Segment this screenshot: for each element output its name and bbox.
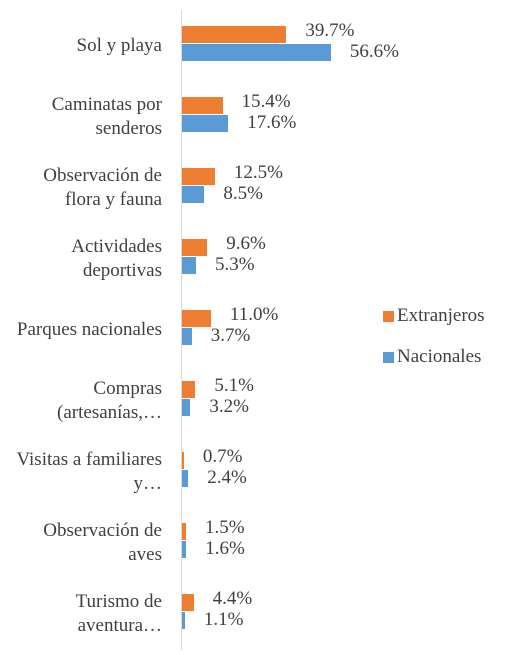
- value-label: 1.6%: [205, 538, 245, 560]
- legend-item: Extranjeros: [383, 306, 485, 326]
- bar: [182, 541, 187, 559]
- category-label: Caminatas por senderos: [51, 93, 162, 139]
- bar: [182, 238, 208, 256]
- bar: [182, 452, 184, 470]
- bar: [182, 612, 185, 630]
- bar: [182, 25, 287, 43]
- value-label: 0.7%: [202, 446, 243, 468]
- bar: [182, 96, 223, 114]
- bar: [182, 256, 196, 274]
- bar: [182, 310, 211, 327]
- bar: [182, 594, 194, 612]
- axis-line: [181, 10, 182, 650]
- category-label: Observación de aves: [43, 520, 162, 566]
- value-label: 8.5%: [223, 182, 263, 204]
- category-label: Compras (artesanías,…: [57, 378, 162, 424]
- category-label: Parques nacionales: [16, 318, 162, 340]
- category-label: Actividades deportivas: [71, 235, 162, 281]
- bar: [182, 399, 191, 417]
- value-label: 1.5%: [204, 517, 245, 539]
- value-label: 5.3%: [214, 253, 255, 275]
- value-label: 5.1%: [214, 375, 254, 397]
- category-label: Observación de flora y fauna: [43, 164, 162, 210]
- value-label: 1.1%: [203, 609, 244, 631]
- legend-swatch: [383, 351, 394, 363]
- value-label: 15.4%: [241, 90, 291, 112]
- legend-label: Extranjeros: [397, 305, 485, 326]
- value-label: 39.7%: [305, 19, 355, 41]
- legend-swatch: [383, 310, 394, 322]
- category-label: Visitas a familiares y…: [16, 449, 162, 495]
- value-label: 12.5%: [233, 161, 283, 183]
- bar: [182, 470, 189, 488]
- category-label: Turismo de aventura…: [75, 591, 162, 637]
- bar: [182, 185, 205, 203]
- bar: [182, 114, 229, 132]
- value-label: 4.4%: [212, 588, 253, 610]
- value-label: 9.6%: [226, 232, 266, 254]
- bar: [182, 43, 331, 61]
- bar: [182, 167, 215, 185]
- bar: [182, 328, 192, 345]
- value-label: 11.0%: [229, 304, 279, 325]
- legend-label: Nacionales: [397, 346, 482, 367]
- value-label: 2.4%: [207, 467, 247, 489]
- value-label: 3.2%: [209, 396, 249, 418]
- category-label: Sol y playa: [76, 34, 163, 56]
- value-label: 17.6%: [247, 111, 297, 133]
- value-label: 56.6%: [349, 40, 399, 62]
- bar: [182, 523, 186, 541]
- legend-item: Nacionales: [383, 347, 481, 367]
- value-label: 3.7%: [210, 325, 251, 346]
- bar: [182, 381, 196, 399]
